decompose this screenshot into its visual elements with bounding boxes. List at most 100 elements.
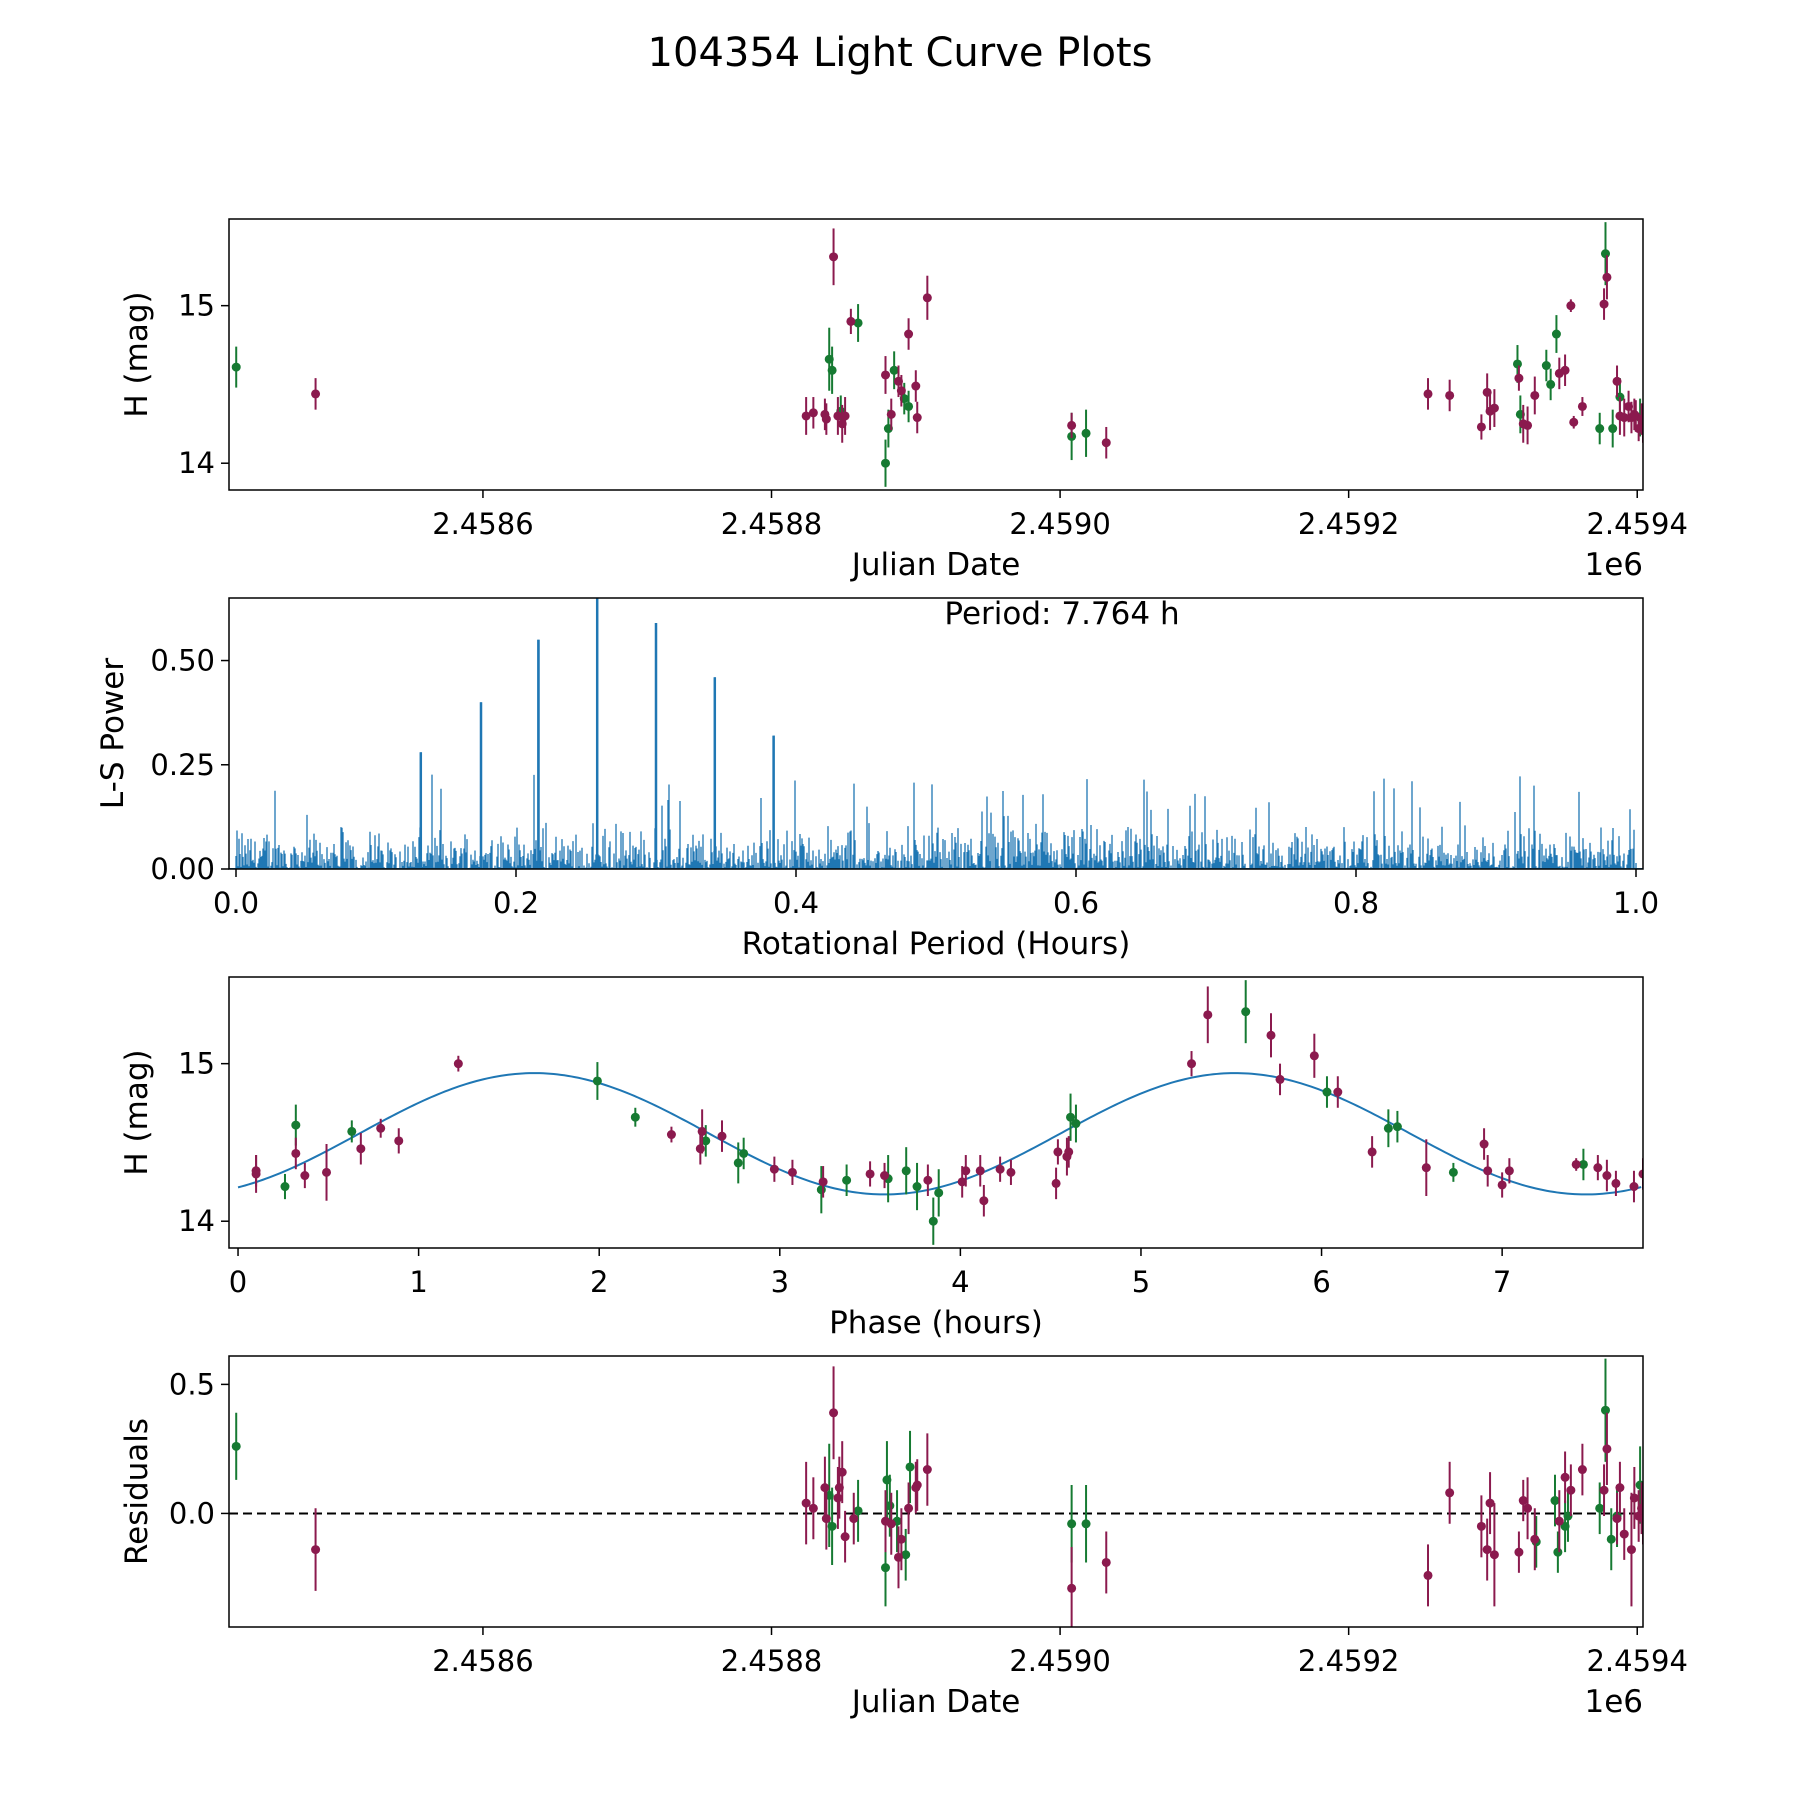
y-tick-label: 0.0 [169,1496,215,1530]
data-point [1569,417,1579,427]
data-point [1514,373,1524,383]
data-point [1612,1514,1622,1524]
data-point [1600,1405,1610,1415]
x-tick-label: 5 [1132,1265,1150,1299]
plot-frame-lightcurve [228,218,1644,491]
data-point [1599,1485,1609,1495]
data-point [1482,1545,1492,1555]
data-point [1566,1485,1576,1495]
axes-phased: 0 1 2 3 4 5 6 7 14 15 Phase (hours) H (mag) [119,1047,1511,1341]
data-point [1081,428,1091,438]
plot-frame-residuals [228,1355,1644,1628]
data-point [453,1059,463,1069]
data-point [1637,414,1643,424]
data-point [886,1519,896,1529]
data-point [1615,1483,1625,1493]
data-point [1275,1074,1285,1084]
data-point [849,1514,859,1524]
x-offset-label: 1e6 [1584,547,1643,583]
data-point [928,1216,938,1226]
data-point [881,1563,890,1573]
panel-periodogram: Period: 7.764 h 0.0 0.2 0.4 0.6 0.8 1.0 0.00 0.2… [95,596,1659,962]
data-point [865,1169,875,1179]
y-axis-label: H (mag) [119,1049,155,1175]
data-point [592,1076,602,1086]
x-tick-label: 7 [1493,1265,1511,1299]
data-point [1619,413,1629,423]
data-point [957,1177,967,1187]
x-tick-label: 1.0 [1613,886,1659,920]
data-point [1383,1123,1393,1133]
data-point [1101,438,1111,448]
data-point [853,318,863,328]
data-point [1101,1557,1111,1567]
data-point [1578,1159,1588,1169]
panel-lightcurve: 2.4586 2.4588 2.4590 2.4592 2.4594 14 15 Julian… [119,218,1688,583]
data-point [251,1169,261,1179]
data-point [901,1166,911,1176]
data-point [904,1503,914,1513]
data-point [347,1126,357,1136]
x-tick-label: 3 [771,1265,789,1299]
figure-title: 104354 Light Curve Plots [648,30,1153,76]
data-point [827,365,837,375]
data-point [840,1532,850,1542]
x-axis-label: Phase (hours) [829,1305,1043,1341]
data-point [1423,1570,1433,1580]
series-red [311,228,1643,459]
data-point [1577,1465,1587,1475]
data-point [1423,389,1433,399]
data-point [697,1126,707,1136]
data-point [1551,329,1561,339]
data-point [1489,403,1499,413]
x-tick-label: 0.4 [773,886,819,920]
data-point [1187,1059,1197,1069]
data-point [280,1182,290,1192]
data-point [840,411,850,421]
data-point [733,1158,743,1168]
data-point [912,413,922,423]
data-point [1530,390,1540,400]
data-point [1067,420,1077,430]
data-point [975,1166,985,1176]
data-point [1071,1119,1081,1129]
data-point [1241,1007,1251,1017]
data-point [311,1545,321,1555]
x-axis-label: Julian Date [850,1684,1021,1720]
data-point [1322,1087,1332,1097]
data-point [1608,424,1618,434]
y-axis-label: Residuals [119,1418,155,1565]
data-point [1638,1169,1643,1179]
data-point [739,1148,749,1158]
data-point [1599,299,1609,309]
data-point [1203,1010,1213,1020]
data-point [912,1182,922,1192]
data-point [322,1167,332,1177]
data-point [833,1493,843,1503]
data-point [833,411,843,421]
data-point [1066,1112,1076,1122]
data-point [886,409,896,419]
data-point [881,458,890,468]
data-point [1053,1147,1063,1157]
data-point [1546,379,1556,389]
x-tick-label: 1 [409,1265,427,1299]
data-point [1629,1493,1639,1503]
data-point [979,1196,989,1206]
data-point [1512,359,1522,369]
x-tick-label: 0.6 [1053,886,1099,920]
plot-area-periodogram [229,598,1643,869]
data-point [829,1408,839,1418]
data-point [376,1123,386,1133]
data-point [1504,1166,1514,1176]
data-point [1577,401,1587,411]
data-point [1067,1583,1077,1593]
data-point [1606,1534,1616,1544]
data-point [787,1167,797,1177]
y-tick-label: 14 [178,446,215,480]
x-offset-label: 1e6 [1584,1684,1643,1720]
x-axis-label: Rotational Period (Hours) [742,926,1131,962]
data-point [801,1498,811,1508]
x-tick-label: 2.4590 [1009,1644,1110,1678]
